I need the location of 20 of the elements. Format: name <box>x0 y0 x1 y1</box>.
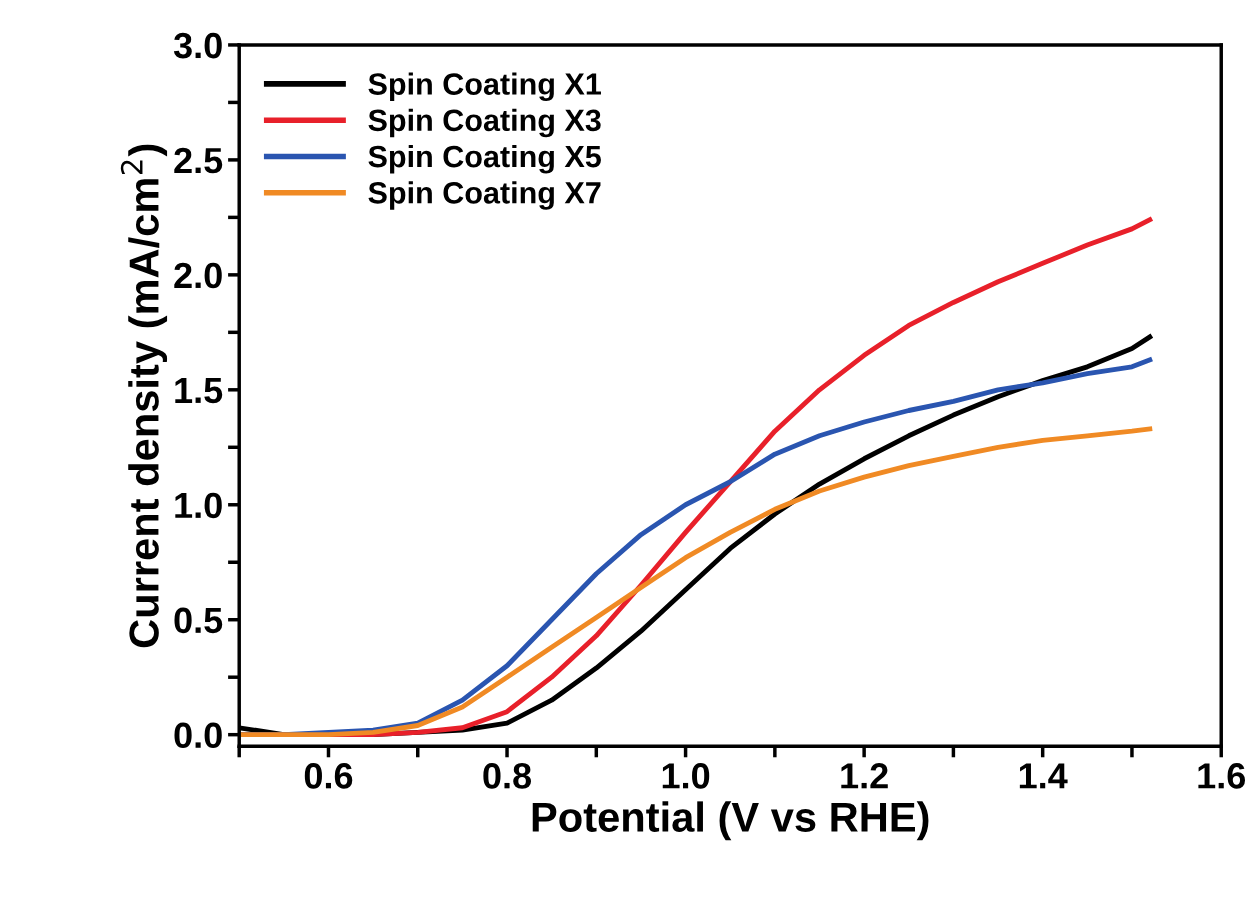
y-tick-label: 1.0 <box>175 492 222 519</box>
x-tick-label: 1.4 <box>1019 763 1068 789</box>
x-tick-label: 1.2 <box>841 763 888 789</box>
legend-label: Spin Coating X5 <box>368 144 601 174</box>
y-tick-label: 2.0 <box>174 262 222 289</box>
x-tick-label: 1.0 <box>662 763 710 789</box>
y-tick-label: 3.0 <box>173 32 222 59</box>
y-tick-label: 1.5 <box>175 378 223 404</box>
legend-label: Spin Coating X1 <box>368 72 601 102</box>
x-tick-label: 1.6 <box>1198 763 1246 789</box>
y-axis-title: Current density (mA/cm$^{2}$) <box>120 144 168 648</box>
y-tick-label: 0.5 <box>174 607 223 634</box>
legend-label: Spin Coating X7 <box>368 181 601 210</box>
x-axis-title: Potential (V vs RHE) <box>532 801 929 841</box>
y-tick-label: 0.0 <box>174 722 222 749</box>
x-tick-label: 0.6 <box>304 763 353 789</box>
legend-label: Spin Coating X3 <box>368 108 601 138</box>
line-series <box>239 426 1153 738</box>
x-tick-label: 0.8 <box>483 763 532 789</box>
y-tick-label: 2.5 <box>174 147 223 174</box>
